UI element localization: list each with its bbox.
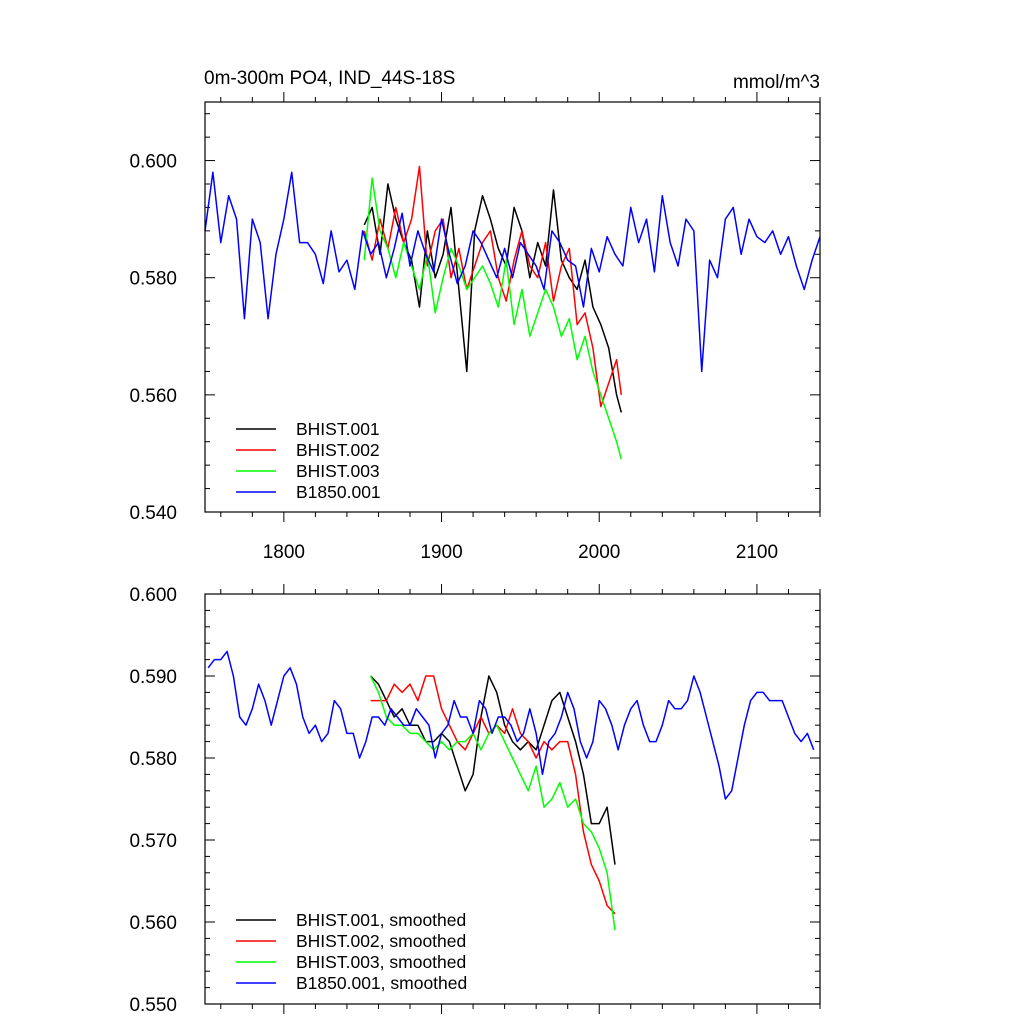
- series-line-bhist-002-smoothed: [370, 675, 616, 915]
- legend-label-b1850-001: B1850.001: [296, 482, 381, 502]
- bottom-y-tick-label: 0.560: [129, 913, 177, 934]
- bottom-panel-plot-area: [207, 650, 815, 931]
- legend-label-bhist-002-smoothed: BHIST.002, smoothed: [296, 931, 466, 951]
- legend-label-bhist-003: BHIST.003: [296, 461, 380, 481]
- top-panel: 0m-300m PO4, IND_44S-18S mmol/m^3 0.540 …: [129, 68, 821, 563]
- series-line-bhist-003-smoothed: [369, 675, 616, 931]
- bottom-panel-frame: [204, 593, 821, 1005]
- legend-label-bhist-002: BHIST.002: [296, 440, 380, 460]
- bottom-panel: 0.550 0.560 0.570 0.580 0.590 0.600 BHIS…: [129, 584, 821, 1016]
- legend-label-bhist-001-smoothed: BHIST.001, smoothed: [296, 910, 466, 930]
- top-panel-plot-area: [204, 165, 821, 460]
- top-y-tick-label: 0.580: [129, 269, 177, 290]
- top-panel-ticks: [205, 92, 821, 522]
- bottom-y-tick-label: 0.600: [129, 585, 177, 606]
- top-y-tick-label: 0.560: [129, 386, 177, 407]
- series-line-bhist-001-smoothed: [370, 675, 616, 865]
- top-y-tick-label: 0.600: [129, 152, 177, 173]
- bottom-panel-y-axis: 0.550 0.560 0.570 0.580 0.590 0.600: [129, 585, 177, 1016]
- bottom-y-tick-label: 0.580: [129, 749, 177, 770]
- top-panel-title: 0m-300m PO4, IND_44S-18S: [204, 68, 455, 89]
- top-panel-x-axis: 1800 1900 2000 2100: [263, 542, 778, 563]
- top-y-tick-label: 0.540: [129, 503, 177, 524]
- top-x-tick-label: 2100: [736, 542, 778, 563]
- series-line-b1850-001: [204, 171, 821, 373]
- top-panel-legend: BHIST.001 BHIST.002 BHIST.003 B1850.001: [236, 419, 381, 502]
- top-panel-frame: [204, 101, 821, 513]
- legend-label-b1850-001-smoothed: B1850.001, smoothed: [296, 973, 467, 993]
- top-x-tick-label: 2000: [578, 542, 620, 563]
- bottom-y-tick-label: 0.590: [129, 667, 177, 688]
- legend-label-bhist-003-smoothed: BHIST.003, smoothed: [296, 952, 466, 972]
- legend-label-bhist-001: BHIST.001: [296, 419, 380, 439]
- bottom-y-tick-label: 0.550: [129, 995, 177, 1016]
- bottom-y-tick-label: 0.570: [129, 831, 177, 852]
- top-panel-y-axis: 0.540 0.560 0.580 0.600: [129, 152, 177, 524]
- bottom-panel-ticks: [205, 584, 821, 1014]
- bottom-panel-legend: BHIST.001, smoothed BHIST.002, smoothed …: [236, 910, 467, 993]
- series-line-b1850-001-smoothed: [207, 650, 815, 800]
- top-x-tick-label: 1900: [420, 542, 462, 563]
- top-panel-units: mmol/m^3: [733, 72, 820, 93]
- series-line-bhist-002: [363, 165, 623, 408]
- top-x-tick-label: 1800: [263, 542, 305, 563]
